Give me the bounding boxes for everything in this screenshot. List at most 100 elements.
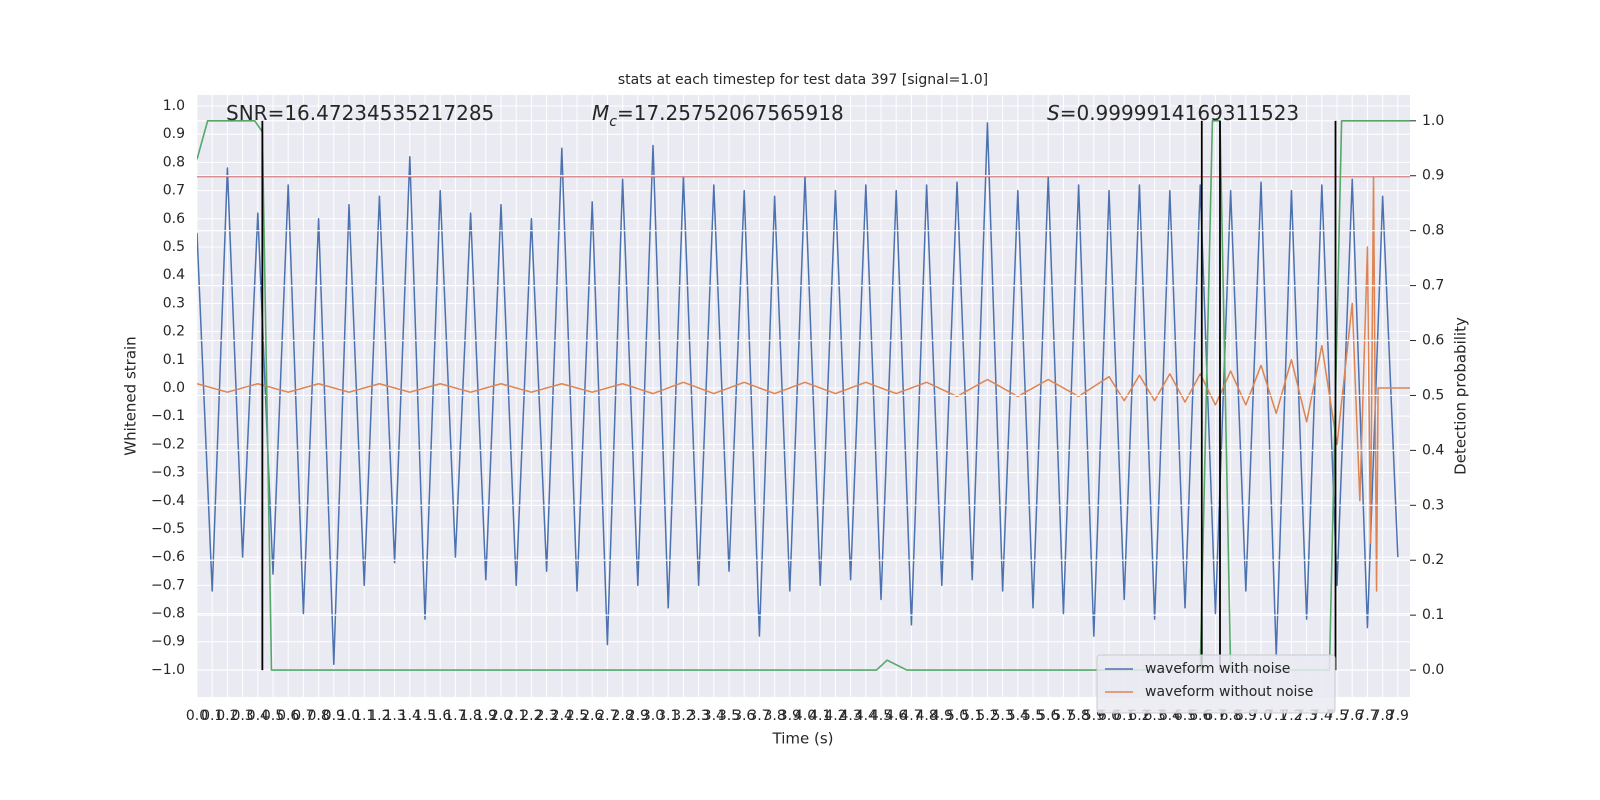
y2-tick-label: 0.3 <box>1422 497 1444 513</box>
y2-tick-label: 0.8 <box>1422 223 1444 239</box>
x-tick-label: 1.4 <box>399 708 421 724</box>
x-tick-label: 2.0 <box>490 708 512 724</box>
annotation-label: SNR <box>226 101 268 125</box>
y-tick-label: −0.5 <box>151 521 185 537</box>
x-tick-label: 0.0 <box>186 708 208 724</box>
x-tick-label: 1.1 <box>353 708 375 724</box>
legend-label: waveform without noise <box>1145 684 1313 700</box>
y-tick-label: −0.8 <box>151 606 185 622</box>
data-line <box>197 122 1399 666</box>
x-tick-label: 4.3 <box>839 708 861 724</box>
y2-axis-label: Detection probability <box>1452 317 1470 475</box>
plot-area <box>197 95 1410 697</box>
y-tick-label: 0.5 <box>163 239 185 255</box>
y2-tick-label: 0.7 <box>1422 278 1444 294</box>
x-tick-label: 3.6 <box>733 708 755 724</box>
x-tick-label: 5.1 <box>961 708 983 724</box>
x-tick-label: 0.3 <box>231 708 253 724</box>
y-tick-label: 0.4 <box>163 267 185 283</box>
x-tick-label: 4.5 <box>870 708 892 724</box>
x-tick-label: 3.3 <box>687 708 709 724</box>
annotation-subscript: c <box>609 114 617 130</box>
y-tick-label: 0.7 <box>163 183 185 199</box>
x-tick-label: 1.7 <box>444 708 466 724</box>
y-tick-label: −0.3 <box>151 465 185 481</box>
data-line <box>197 175 1410 592</box>
annotation-value: 0.9999914169311523 <box>1076 101 1299 125</box>
annotation: S=0.9999914169311523 <box>1047 101 1299 125</box>
x-tick-label: 7.7 <box>1356 708 1378 724</box>
x-tick-label: 4.7 <box>900 708 922 724</box>
x-tick-label: 1.6 <box>429 708 451 724</box>
annotation: SNR=16.47234535217285 <box>226 101 494 125</box>
x-tick-label: 2.5 <box>566 708 588 724</box>
annotation: Mc=17.25752067565918 <box>592 101 844 131</box>
y-axis-label: Whitened strain <box>122 336 140 455</box>
y2-tick-label: 0.9 <box>1422 168 1444 184</box>
x-tick-label: 1.2 <box>368 708 390 724</box>
y2-tick-label: 0.2 <box>1422 552 1444 568</box>
x-tick-label: 4.2 <box>824 708 846 724</box>
y-tick-label: −0.7 <box>151 577 185 593</box>
x-tick-label: 2.3 <box>535 708 557 724</box>
annotation-sep: = <box>1060 101 1077 125</box>
x-tick-label: 5.5 <box>1022 708 1044 724</box>
y2-tick-label: 0.4 <box>1422 442 1444 458</box>
legend-label: waveform with noise <box>1145 661 1290 677</box>
x-tick-label: 0.1 <box>201 708 223 724</box>
x-tick-label: 1.8 <box>459 708 481 724</box>
x-tick-label: 5.4 <box>1007 708 1029 724</box>
y-tick-label: −0.2 <box>151 436 185 452</box>
x-tick-label: 4.1 <box>809 708 831 724</box>
x-tick-label: 0.5 <box>262 708 284 724</box>
x-tick-label: 5.0 <box>946 708 968 724</box>
annotation-sep: = <box>617 101 634 125</box>
x-tick-label: 1.5 <box>414 708 436 724</box>
annotation-sep: = <box>268 101 285 125</box>
x-tick-label: 0.4 <box>247 708 269 724</box>
x-tick-label: 3.4 <box>703 708 725 724</box>
annotation-label: M <box>592 101 609 125</box>
y-tick-label: 0.6 <box>163 211 185 227</box>
x-tick-label: 4.6 <box>885 708 907 724</box>
x-tick-label: 4.4 <box>855 708 877 724</box>
annotation-value: 16.47234535217285 <box>284 101 494 125</box>
x-tick-label: 3.7 <box>748 708 770 724</box>
x-tick-label: 1.9 <box>475 708 497 724</box>
x-tick-label: 4.8 <box>915 708 937 724</box>
y2-tick-label: 0.1 <box>1422 607 1444 623</box>
y-tick-label: 0.1 <box>163 352 185 368</box>
x-tick-label: 7.6 <box>1341 708 1363 724</box>
y-tick-label: −0.1 <box>151 408 185 424</box>
y-tick-label: 1.0 <box>163 98 185 114</box>
x-tick-label: 3.1 <box>657 708 679 724</box>
x-tick-label: 0.6 <box>277 708 299 724</box>
x-tick-label: 0.2 <box>216 708 238 724</box>
y-tick-label: −0.4 <box>151 493 185 509</box>
x-tick-label: 1.3 <box>383 708 405 724</box>
x-tick-label: 2.4 <box>551 708 573 724</box>
x-tick-label: 2.1 <box>505 708 527 724</box>
x-tick-label: 3.5 <box>718 708 740 724</box>
y-tick-label: 0.9 <box>163 126 185 142</box>
y2-tick-label: 1.0 <box>1422 113 1444 129</box>
annotation-value: 17.25752067565918 <box>634 101 844 125</box>
x-tick-label: 4.0 <box>794 708 816 724</box>
x-tick-label: 2.6 <box>581 708 603 724</box>
y-tick-label: 0.3 <box>163 295 185 311</box>
y-tick-label: 0.0 <box>163 380 185 396</box>
x-tick-label: 5.8 <box>1067 708 1089 724</box>
y2-tick-label: 0.0 <box>1422 662 1444 678</box>
chart-title: stats at each timestep for test data 397… <box>618 72 988 88</box>
y2-tick-label: 0.5 <box>1422 387 1444 403</box>
x-tick-label: 0.9 <box>323 708 345 724</box>
y-tick-label: −0.9 <box>151 634 185 650</box>
x-tick-label: 5.6 <box>1037 708 1059 724</box>
x-tick-label: 4.9 <box>931 708 953 724</box>
x-tick-label: 5.2 <box>976 708 998 724</box>
x-tick-label: 5.7 <box>1052 708 1074 724</box>
x-axis-label: Time (s) <box>772 730 834 748</box>
y-tick-label: −0.6 <box>151 549 185 565</box>
y2-tick-label: 0.6 <box>1422 333 1444 349</box>
x-tick-label: 0.8 <box>307 708 329 724</box>
